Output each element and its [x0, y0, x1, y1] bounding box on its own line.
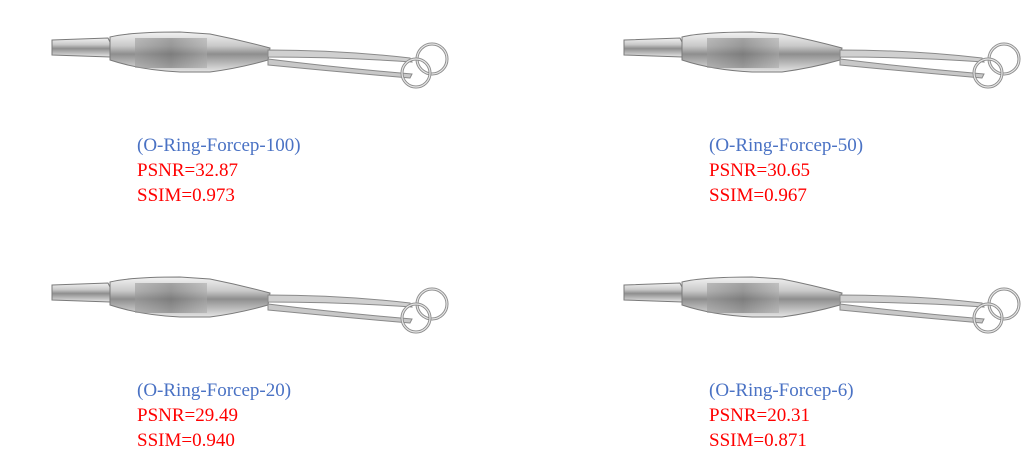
forcep-image — [50, 275, 449, 334]
panel-title: (O-Ring-Forcep-100) — [137, 135, 301, 156]
result-panel-20: (O-Ring-Forcep-20) PSNR=29.49 SSIM=0.940 — [40, 245, 500, 465]
result-panel-100: (O-Ring-Forcep-100) PSNR=32.87 SSIM=0.97… — [40, 0, 500, 220]
ssim-value: SSIM=0.973 — [137, 185, 235, 206]
panel-title: (O-Ring-Forcep-20) — [137, 380, 292, 401]
panel-title: (O-Ring-Forcep-6) — [709, 380, 854, 401]
forcep-image — [622, 30, 1021, 89]
forcep-image — [622, 275, 1021, 334]
psnr-value: PSNR=30.65 — [709, 160, 810, 181]
ssim-value: SSIM=0.967 — [709, 185, 807, 206]
psnr-value: PSNR=29.49 — [137, 405, 238, 426]
result-panel-6: (O-Ring-Forcep-6) PSNR=20.31 SSIM=0.871 — [612, 245, 1029, 465]
psnr-value: PSNR=32.87 — [137, 160, 238, 181]
ssim-value: SSIM=0.871 — [709, 430, 807, 451]
psnr-value: PSNR=20.31 — [709, 405, 810, 426]
forcep-image — [50, 30, 449, 89]
panel-title: (O-Ring-Forcep-50) — [709, 135, 864, 156]
ssim-value: SSIM=0.940 — [137, 430, 235, 451]
result-panel-50: (O-Ring-Forcep-50) PSNR=30.65 SSIM=0.967 — [612, 0, 1029, 220]
